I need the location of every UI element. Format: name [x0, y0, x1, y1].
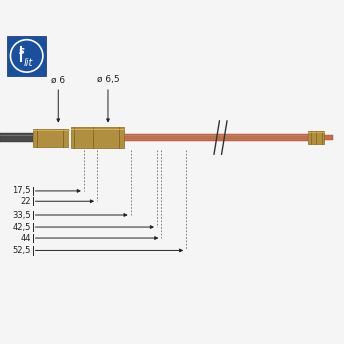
- Text: 44: 44: [20, 234, 31, 243]
- Bar: [308, 131, 324, 144]
- Text: s: s: [19, 46, 25, 56]
- Text: lit: lit: [24, 58, 33, 68]
- Text: 22: 22: [20, 197, 31, 206]
- Text: 52,5: 52,5: [13, 246, 31, 255]
- Bar: [0, 133, 33, 142]
- Text: 17,5: 17,5: [12, 186, 31, 195]
- Bar: [71, 127, 124, 148]
- Bar: [124, 134, 308, 141]
- Bar: [324, 135, 333, 140]
- Bar: [69, 127, 71, 148]
- Text: 33,5: 33,5: [12, 211, 31, 219]
- Text: 42,5: 42,5: [13, 223, 31, 232]
- Bar: [33, 129, 69, 147]
- Text: ø 6: ø 6: [51, 75, 65, 84]
- Text: ø 6,5: ø 6,5: [97, 75, 119, 84]
- Bar: [7, 36, 46, 76]
